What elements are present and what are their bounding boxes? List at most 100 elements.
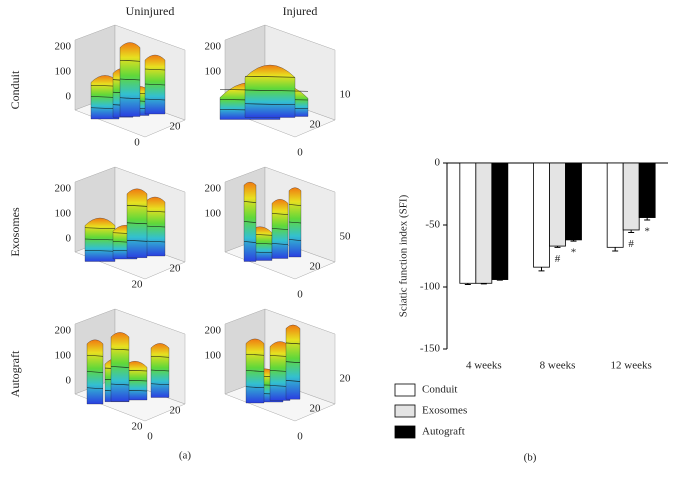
error-bar — [464, 283, 471, 286]
contour — [288, 204, 302, 206]
legend-label: Conduit — [422, 384, 457, 396]
axis-tick-label: 20 — [310, 119, 322, 131]
axis-tick-label: 50 — [340, 231, 352, 243]
z-tick-label: 100 — [55, 208, 72, 220]
z-tick-label: 0 — [66, 91, 72, 103]
bar — [533, 162, 550, 268]
axis-tick-label: 0 — [297, 147, 303, 159]
bar — [459, 162, 477, 284]
contour — [245, 370, 265, 372]
error-bar — [644, 217, 651, 221]
annotation: # — [628, 238, 634, 250]
contour — [271, 228, 289, 230]
contour — [144, 83, 166, 86]
contour — [119, 97, 141, 100]
contour — [245, 353, 265, 356]
axis-tick-label: 0 — [297, 289, 303, 301]
contour — [271, 243, 289, 245]
z-tick-label: 200 — [205, 183, 222, 195]
bar — [565, 162, 582, 241]
axis-tick-label: 20 — [170, 405, 182, 417]
panel-label: (a) — [179, 450, 192, 462]
axis-tick-label: 20 — [170, 121, 182, 133]
annotation: # — [555, 253, 561, 265]
contour — [243, 241, 257, 243]
z-tick-label: 200 — [205, 325, 222, 337]
column-header: Uninjured — [126, 4, 175, 18]
y-tick-label: 0 — [435, 157, 441, 169]
axis-tick-label: 0 — [297, 431, 303, 443]
row-label: Conduit — [8, 70, 22, 109]
contour — [244, 75, 296, 78]
row-label: Autograft — [8, 350, 22, 397]
x-tick-label: 4 weeks — [466, 360, 502, 372]
legend-swatch — [394, 404, 416, 418]
contour — [126, 205, 148, 207]
error-bar — [496, 279, 503, 281]
error-bar — [554, 246, 561, 248]
z-tick-label: 100 — [55, 350, 72, 362]
contour — [245, 386, 265, 389]
column-header: Injured — [283, 4, 318, 18]
contour — [84, 249, 116, 252]
contour — [84, 238, 116, 241]
contour — [144, 225, 166, 228]
surface-peak — [244, 64, 296, 118]
contour — [244, 89, 296, 92]
axis-tick-label: 10 — [340, 89, 352, 101]
contour — [288, 221, 302, 224]
annotation: * — [644, 226, 650, 238]
axis-tick-label: 20 — [310, 403, 322, 415]
bar — [475, 162, 493, 284]
contour — [150, 355, 170, 358]
contour — [86, 387, 104, 390]
axis-tick-label: 20 — [132, 421, 144, 433]
legend-label: Autograft — [422, 426, 465, 438]
contour — [119, 59, 141, 62]
axis-tick-label: 20 — [132, 279, 144, 291]
legend-swatch — [394, 383, 416, 397]
error-bar — [570, 239, 577, 242]
contour — [144, 68, 166, 71]
contour — [144, 210, 166, 213]
axis-tick-label: 20 — [310, 261, 322, 273]
y-tick-label: -150 — [420, 343, 441, 355]
bar — [638, 162, 656, 218]
z-tick-label: 200 — [55, 183, 72, 195]
bar — [622, 162, 640, 231]
axis-tick-label: 20 — [340, 373, 352, 385]
error-bar — [538, 267, 545, 272]
contour — [243, 221, 257, 223]
y-tick-label: -100 — [420, 281, 441, 293]
contour — [126, 240, 148, 242]
z-tick-label: 100 — [205, 208, 222, 220]
z-tick-label: 100 — [55, 66, 72, 78]
panel-label: (b) — [524, 452, 537, 464]
annotation: * — [571, 247, 577, 259]
error-bar — [628, 229, 635, 233]
contour — [110, 348, 130, 351]
contour — [271, 213, 289, 215]
contour — [86, 371, 104, 373]
x-tick-label: 8 weeks — [540, 360, 576, 372]
contour — [110, 383, 130, 386]
contour — [126, 222, 148, 225]
bar — [606, 162, 624, 248]
contour — [244, 103, 296, 106]
contour — [243, 201, 257, 203]
contour — [150, 383, 170, 386]
error-bar — [612, 247, 619, 252]
contour — [285, 380, 301, 382]
contour — [110, 366, 130, 368]
contour — [84, 227, 116, 230]
contour — [144, 240, 166, 243]
error-bar — [480, 283, 487, 285]
legend-swatch — [394, 425, 416, 439]
contour — [119, 78, 141, 81]
contour — [150, 369, 170, 372]
z-tick-label: 0 — [66, 233, 72, 245]
contour — [285, 361, 301, 363]
axis-tick-label: 0 — [147, 431, 153, 443]
y-axis-label: Sciatic function index (SFI) — [398, 194, 410, 317]
